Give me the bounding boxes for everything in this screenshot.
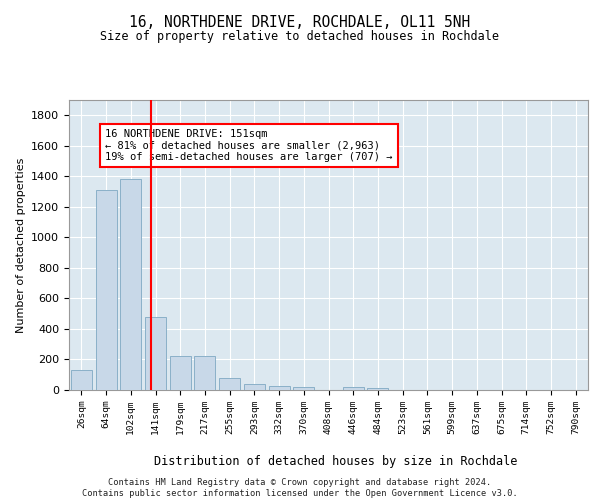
Bar	[244, 384, 265, 390]
Text: Contains HM Land Registry data © Crown copyright and database right 2024.
Contai: Contains HM Land Registry data © Crown c…	[82, 478, 518, 498]
Bar	[343, 387, 364, 390]
Bar	[120, 180, 141, 390]
Text: 16 NORTHDENE DRIVE: 151sqm
← 81% of detached houses are smaller (2,963)
19% of s: 16 NORTHDENE DRIVE: 151sqm ← 81% of deta…	[106, 129, 393, 162]
Text: Size of property relative to detached houses in Rochdale: Size of property relative to detached ho…	[101, 30, 499, 43]
Bar	[269, 386, 290, 390]
Bar	[219, 378, 240, 390]
Bar	[71, 370, 92, 390]
Y-axis label: Number of detached properties: Number of detached properties	[16, 158, 26, 332]
Text: Distribution of detached houses by size in Rochdale: Distribution of detached houses by size …	[154, 455, 518, 468]
Bar	[367, 388, 388, 390]
Bar	[170, 356, 191, 390]
Bar	[95, 190, 116, 390]
Bar	[194, 356, 215, 390]
Bar	[293, 387, 314, 390]
Bar	[145, 316, 166, 390]
Text: 16, NORTHDENE DRIVE, ROCHDALE, OL11 5NH: 16, NORTHDENE DRIVE, ROCHDALE, OL11 5NH	[130, 15, 470, 30]
